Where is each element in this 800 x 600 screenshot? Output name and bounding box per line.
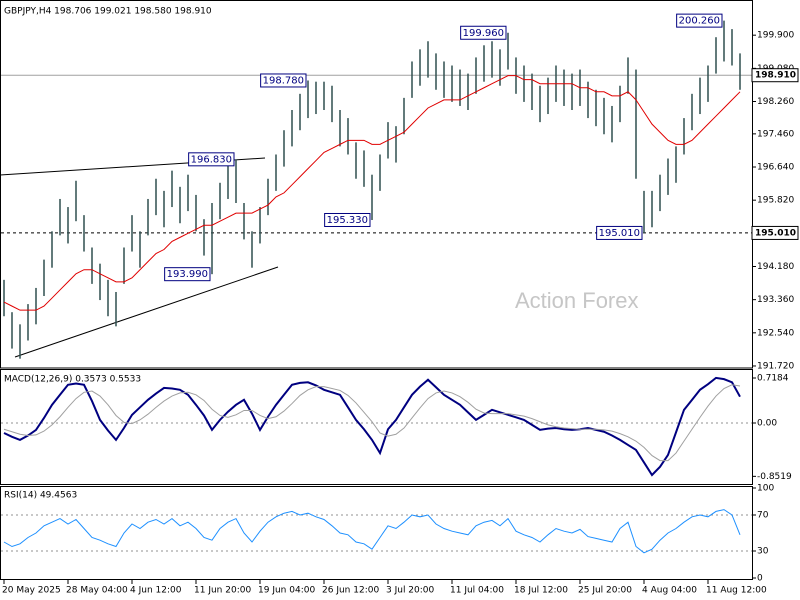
x-tick-label: 20 May 2025 bbox=[2, 586, 61, 596]
y-tick-label: 100 bbox=[757, 484, 774, 494]
y-tick-label: 0.7184 bbox=[757, 373, 789, 383]
x-tick-label: 11 Jun 20:00 bbox=[194, 586, 251, 596]
price-label-box bbox=[596, 225, 643, 240]
indicator-line bbox=[3, 384, 741, 462]
indicator-line bbox=[3, 509, 741, 554]
x-tick-label: 28 May 04:00 bbox=[66, 586, 128, 596]
x-tick-label: 4 Aug 04:00 bbox=[642, 586, 697, 596]
price-label: 193.990 bbox=[167, 269, 208, 280]
y-tick-label: 191.720 bbox=[757, 361, 794, 371]
price-label-box bbox=[188, 152, 235, 167]
price-label-box bbox=[260, 73, 307, 88]
price-label: 199.960 bbox=[463, 28, 504, 39]
price-label-box bbox=[164, 267, 211, 282]
x-tick-label: 11 Jul 04:00 bbox=[450, 586, 504, 596]
y-tick-label: 70 bbox=[757, 511, 769, 521]
x-tick-label: 11 Aug 12:00 bbox=[706, 586, 767, 596]
price-line-box bbox=[751, 225, 799, 240]
y-tick-label: 0 bbox=[757, 574, 763, 584]
rsi-title: RSI(14) 49.4563 bbox=[4, 491, 77, 501]
price-panel-frame bbox=[0, 0, 753, 369]
y-tick-label: 30 bbox=[757, 547, 769, 557]
y-tick-label: 198.260 bbox=[757, 97, 794, 107]
y-tick-label: 195.820 bbox=[757, 196, 794, 206]
x-tick-label: 4 Jun 12:00 bbox=[130, 586, 182, 596]
watermark: Action Forex bbox=[515, 288, 639, 313]
price-label: 195.010 bbox=[599, 228, 640, 239]
price-label: 195.330 bbox=[327, 215, 368, 226]
trendline bbox=[14, 266, 279, 358]
x-tick-label: 3 Jul 20:00 bbox=[386, 586, 435, 596]
y-tick-label: 0.00 bbox=[757, 418, 777, 428]
indicator-line bbox=[3, 376, 741, 477]
price-label-box bbox=[460, 25, 507, 40]
y-tick-label: 192.540 bbox=[757, 328, 794, 338]
price-label-box bbox=[676, 13, 723, 28]
price-line-label: 198.910 bbox=[755, 71, 796, 81]
price-label: 198.780 bbox=[263, 75, 304, 86]
rsi-panel-frame bbox=[0, 486, 753, 580]
macd-panel-frame bbox=[0, 369, 753, 485]
x-tick-label: 25 Jul 20:00 bbox=[578, 586, 632, 596]
chart-title: GBPJPY,H4 198.706 199.021 198.580 198.91… bbox=[4, 7, 212, 17]
x-tick-label: 26 Jun 12:00 bbox=[322, 586, 379, 596]
price-label-box bbox=[324, 212, 371, 227]
price-label: 196.830 bbox=[191, 154, 232, 165]
price-line-label: 195.010 bbox=[755, 228, 796, 238]
macd-title: MACD(12,26,9) 0.3573 0.5533 bbox=[4, 375, 141, 385]
y-tick-label: 193.360 bbox=[757, 295, 794, 305]
y-tick-label: -0.8519 bbox=[757, 472, 792, 482]
x-tick-label: 18 Jul 12:00 bbox=[514, 586, 568, 596]
price-line-box bbox=[751, 68, 799, 83]
y-tick-label: 197.460 bbox=[757, 129, 794, 139]
moving-average bbox=[3, 75, 741, 311]
y-tick-label: 194.180 bbox=[757, 262, 794, 272]
price-label: 200.260 bbox=[679, 16, 720, 27]
y-tick-label: 199.900 bbox=[757, 31, 794, 41]
y-tick-label: 196.640 bbox=[757, 163, 794, 173]
x-tick-label: 19 Jun 04:00 bbox=[258, 586, 315, 596]
